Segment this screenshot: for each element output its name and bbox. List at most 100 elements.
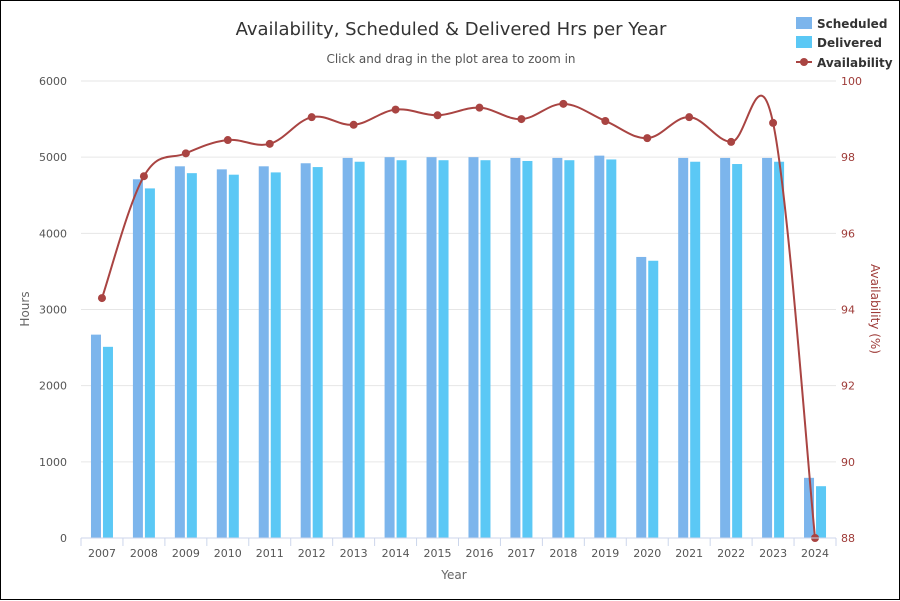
x-tick-label: 2015 [424,547,452,560]
bar-delivered[interactable] [438,160,449,539]
availability-point[interactable] [601,116,610,125]
bar-delivered[interactable] [648,260,659,538]
x-tick-label: 2014 [382,547,410,560]
bar-delivered[interactable] [480,160,491,539]
y-left-tick-label: 6000 [39,75,67,88]
availability-line[interactable] [101,94,817,539]
y-left-tick-label: 5000 [39,151,67,164]
x-tick-label: 2023 [759,547,787,560]
availability-point[interactable] [559,99,568,108]
availability-point[interactable] [307,113,316,122]
availability-point[interactable] [727,137,736,146]
bar-scheduled[interactable] [594,155,605,539]
legend-marker-availability [800,58,808,66]
x-tick-label: 2019 [591,547,619,560]
bar-scheduled[interactable] [636,256,647,538]
bar-series[interactable] [90,155,827,539]
y-axis-right-ticks: 88 90 92 94 96 98 100 [841,75,862,545]
bar-scheduled[interactable] [132,179,143,538]
bar-scheduled[interactable] [342,157,353,538]
bar-scheduled[interactable] [258,166,269,538]
bar-scheduled[interactable] [384,157,395,538]
bar-delivered[interactable] [564,160,575,539]
legend-item-availability[interactable]: Availability [796,56,893,70]
bar-delivered[interactable] [270,172,281,538]
availability-point[interactable] [433,111,442,120]
availability-point[interactable] [643,134,652,143]
y-right-tick-label: 98 [841,151,855,164]
y-right-tick-label: 88 [841,532,855,545]
availability-point[interactable] [265,139,274,148]
bar-scheduled[interactable] [174,166,185,538]
availability-point[interactable] [475,103,484,112]
y-left-tick-label: 1000 [39,456,67,469]
bar-scheduled[interactable] [216,169,227,538]
x-tick-label: 2024 [801,547,829,560]
legend-item-scheduled[interactable]: Scheduled [796,17,887,31]
x-tick-label: 2017 [507,547,535,560]
x-tick-label: 2016 [465,547,493,560]
bar-scheduled[interactable] [300,163,311,538]
bar-scheduled[interactable] [552,157,563,538]
x-axis-ticks: 2007 2008 2009 2010 2011 2012 2013 2014 2015 2016… [80,538,837,560]
availability-point[interactable] [139,172,148,181]
bar-delivered[interactable] [690,161,701,538]
x-tick-label: 2012 [298,547,326,560]
bar-scheduled[interactable] [426,157,437,538]
x-tick-label: 2007 [88,547,116,560]
y-right-tick-label: 94 [841,304,855,317]
x-tick-label: 2013 [340,547,368,560]
availability-line-series[interactable] [97,94,820,542]
availability-point[interactable] [769,118,778,127]
legend-swatch-scheduled [796,17,812,29]
y-right-tick-label: 96 [841,227,855,240]
bar-delivered[interactable] [774,161,785,538]
x-tick-label: 2010 [214,547,242,560]
legend-label-scheduled: Scheduled [817,17,887,31]
legend-label-availability: Availability [817,56,893,70]
bar-scheduled[interactable] [762,157,773,538]
bar-delivered[interactable] [606,159,617,538]
bar-delivered[interactable] [522,160,533,538]
y-left-tick-label: 2000 [39,380,67,393]
bar-delivered[interactable] [732,164,743,538]
y-axis-right-title: Availability (%) [868,264,882,354]
bar-delivered[interactable] [396,160,407,539]
legend[interactable]: Scheduled Delivered Availability [796,17,893,70]
x-tick-label: 2011 [256,547,284,560]
availability-point[interactable] [223,136,232,145]
legend-swatch-delivered [796,36,812,48]
bar-delivered[interactable] [144,188,155,538]
y-right-tick-label: 90 [841,456,855,469]
legend-item-delivered[interactable]: Delivered [796,36,882,50]
chart-subtitle: Click and drag in the plot area to zoom … [326,52,575,66]
x-tick-label: 2009 [172,547,200,560]
availability-point[interactable] [181,149,190,158]
bar-delivered[interactable] [186,173,197,538]
y-left-tick-label: 3000 [39,304,67,317]
bar-scheduled[interactable] [468,157,479,538]
bar-scheduled[interactable] [678,157,689,538]
y-right-tick-label: 100 [841,75,862,88]
availability-point[interactable] [685,113,694,122]
bar-delivered[interactable] [228,174,239,538]
bar-scheduled[interactable] [720,157,731,538]
availability-point[interactable] [349,120,358,129]
availability-point[interactable] [517,115,526,124]
availability-point[interactable] [391,105,400,114]
legend-label-delivered: Delivered [817,36,882,50]
bar-delivered[interactable] [102,346,113,538]
bar-delivered[interactable] [354,161,365,538]
bar-delivered[interactable] [312,167,323,538]
y-axis-left-ticks: 0 1000 2000 3000 4000 5000 6000 [39,75,67,545]
bar-scheduled[interactable] [510,157,521,538]
y-left-tick-label: 0 [60,532,67,545]
bar-scheduled[interactable] [804,477,815,538]
availability-point[interactable] [97,294,106,303]
y-right-tick-label: 92 [841,380,855,393]
bar-scheduled[interactable] [90,334,101,538]
bar-delivered[interactable] [816,486,827,538]
x-tick-label: 2021 [675,547,703,560]
